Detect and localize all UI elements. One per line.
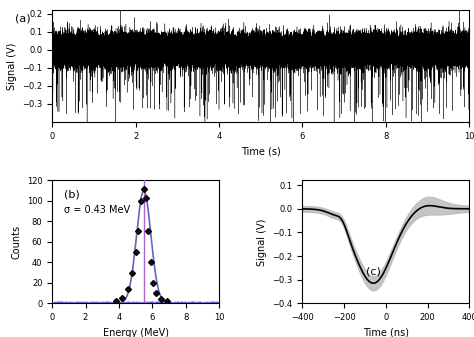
X-axis label: Time (ns): Time (ns) bbox=[363, 328, 409, 337]
Y-axis label: Signal (V): Signal (V) bbox=[257, 218, 267, 266]
Text: σ = 0.43 MeV: σ = 0.43 MeV bbox=[64, 205, 130, 215]
Text: (c): (c) bbox=[366, 267, 381, 276]
X-axis label: Energy (MeV): Energy (MeV) bbox=[102, 328, 169, 337]
Y-axis label: Counts: Counts bbox=[11, 225, 21, 259]
X-axis label: Time (s): Time (s) bbox=[241, 146, 281, 156]
Text: (b): (b) bbox=[64, 189, 80, 199]
Text: (a): (a) bbox=[15, 13, 30, 24]
Y-axis label: Signal (V): Signal (V) bbox=[7, 42, 17, 90]
